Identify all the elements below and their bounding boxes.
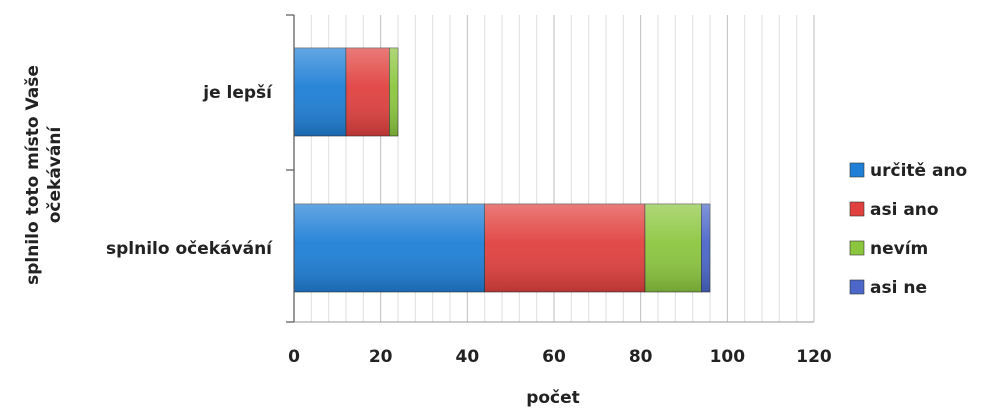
labels: je lepší splnilo očekávání 0 20 40 60 80 100 120…	[23, 65, 832, 408]
legend: určitě ano asi ano nevím asi ne	[849, 161, 967, 298]
legend-label: asi ano	[870, 200, 939, 220]
legend-label: asi ne	[870, 278, 927, 298]
legend-swatch	[849, 279, 865, 295]
x-axis-title: počet	[526, 388, 580, 408]
bar-segment-shade	[389, 48, 398, 136]
bar-segment-shade	[484, 204, 645, 292]
x-tick-label: 100	[710, 347, 746, 367]
x-tick-label: 60	[542, 347, 566, 367]
category-label: splnilo očekávání	[106, 239, 273, 259]
bar-segment-shade	[294, 204, 485, 292]
bar-segment-shade	[346, 48, 390, 136]
x-tick-label: 20	[369, 347, 393, 367]
x-tick-label: 0	[288, 347, 300, 367]
x-tick-label: 80	[629, 347, 653, 367]
axes	[286, 14, 814, 323]
legend-swatch	[849, 240, 865, 256]
y-axis-title-line: očekávání	[45, 126, 65, 224]
bar-segment-shade	[294, 48, 346, 136]
legend-swatch	[849, 201, 865, 217]
bars	[293, 47, 711, 293]
x-tick-label: 120	[796, 347, 832, 367]
bar-segment-shade	[645, 204, 702, 292]
y-axis-title: splnilo toto místo Vaše očekávání	[23, 65, 65, 285]
legend-label: nevím	[870, 239, 928, 259]
x-tick-label: 40	[455, 347, 479, 367]
legend-label: určitě ano	[870, 161, 967, 181]
legend-swatch	[849, 162, 865, 178]
category-label: je lepší	[202, 83, 273, 103]
bar-segment-shade	[701, 204, 710, 292]
y-axis-title-line: splnilo toto místo Vaše	[23, 65, 43, 285]
